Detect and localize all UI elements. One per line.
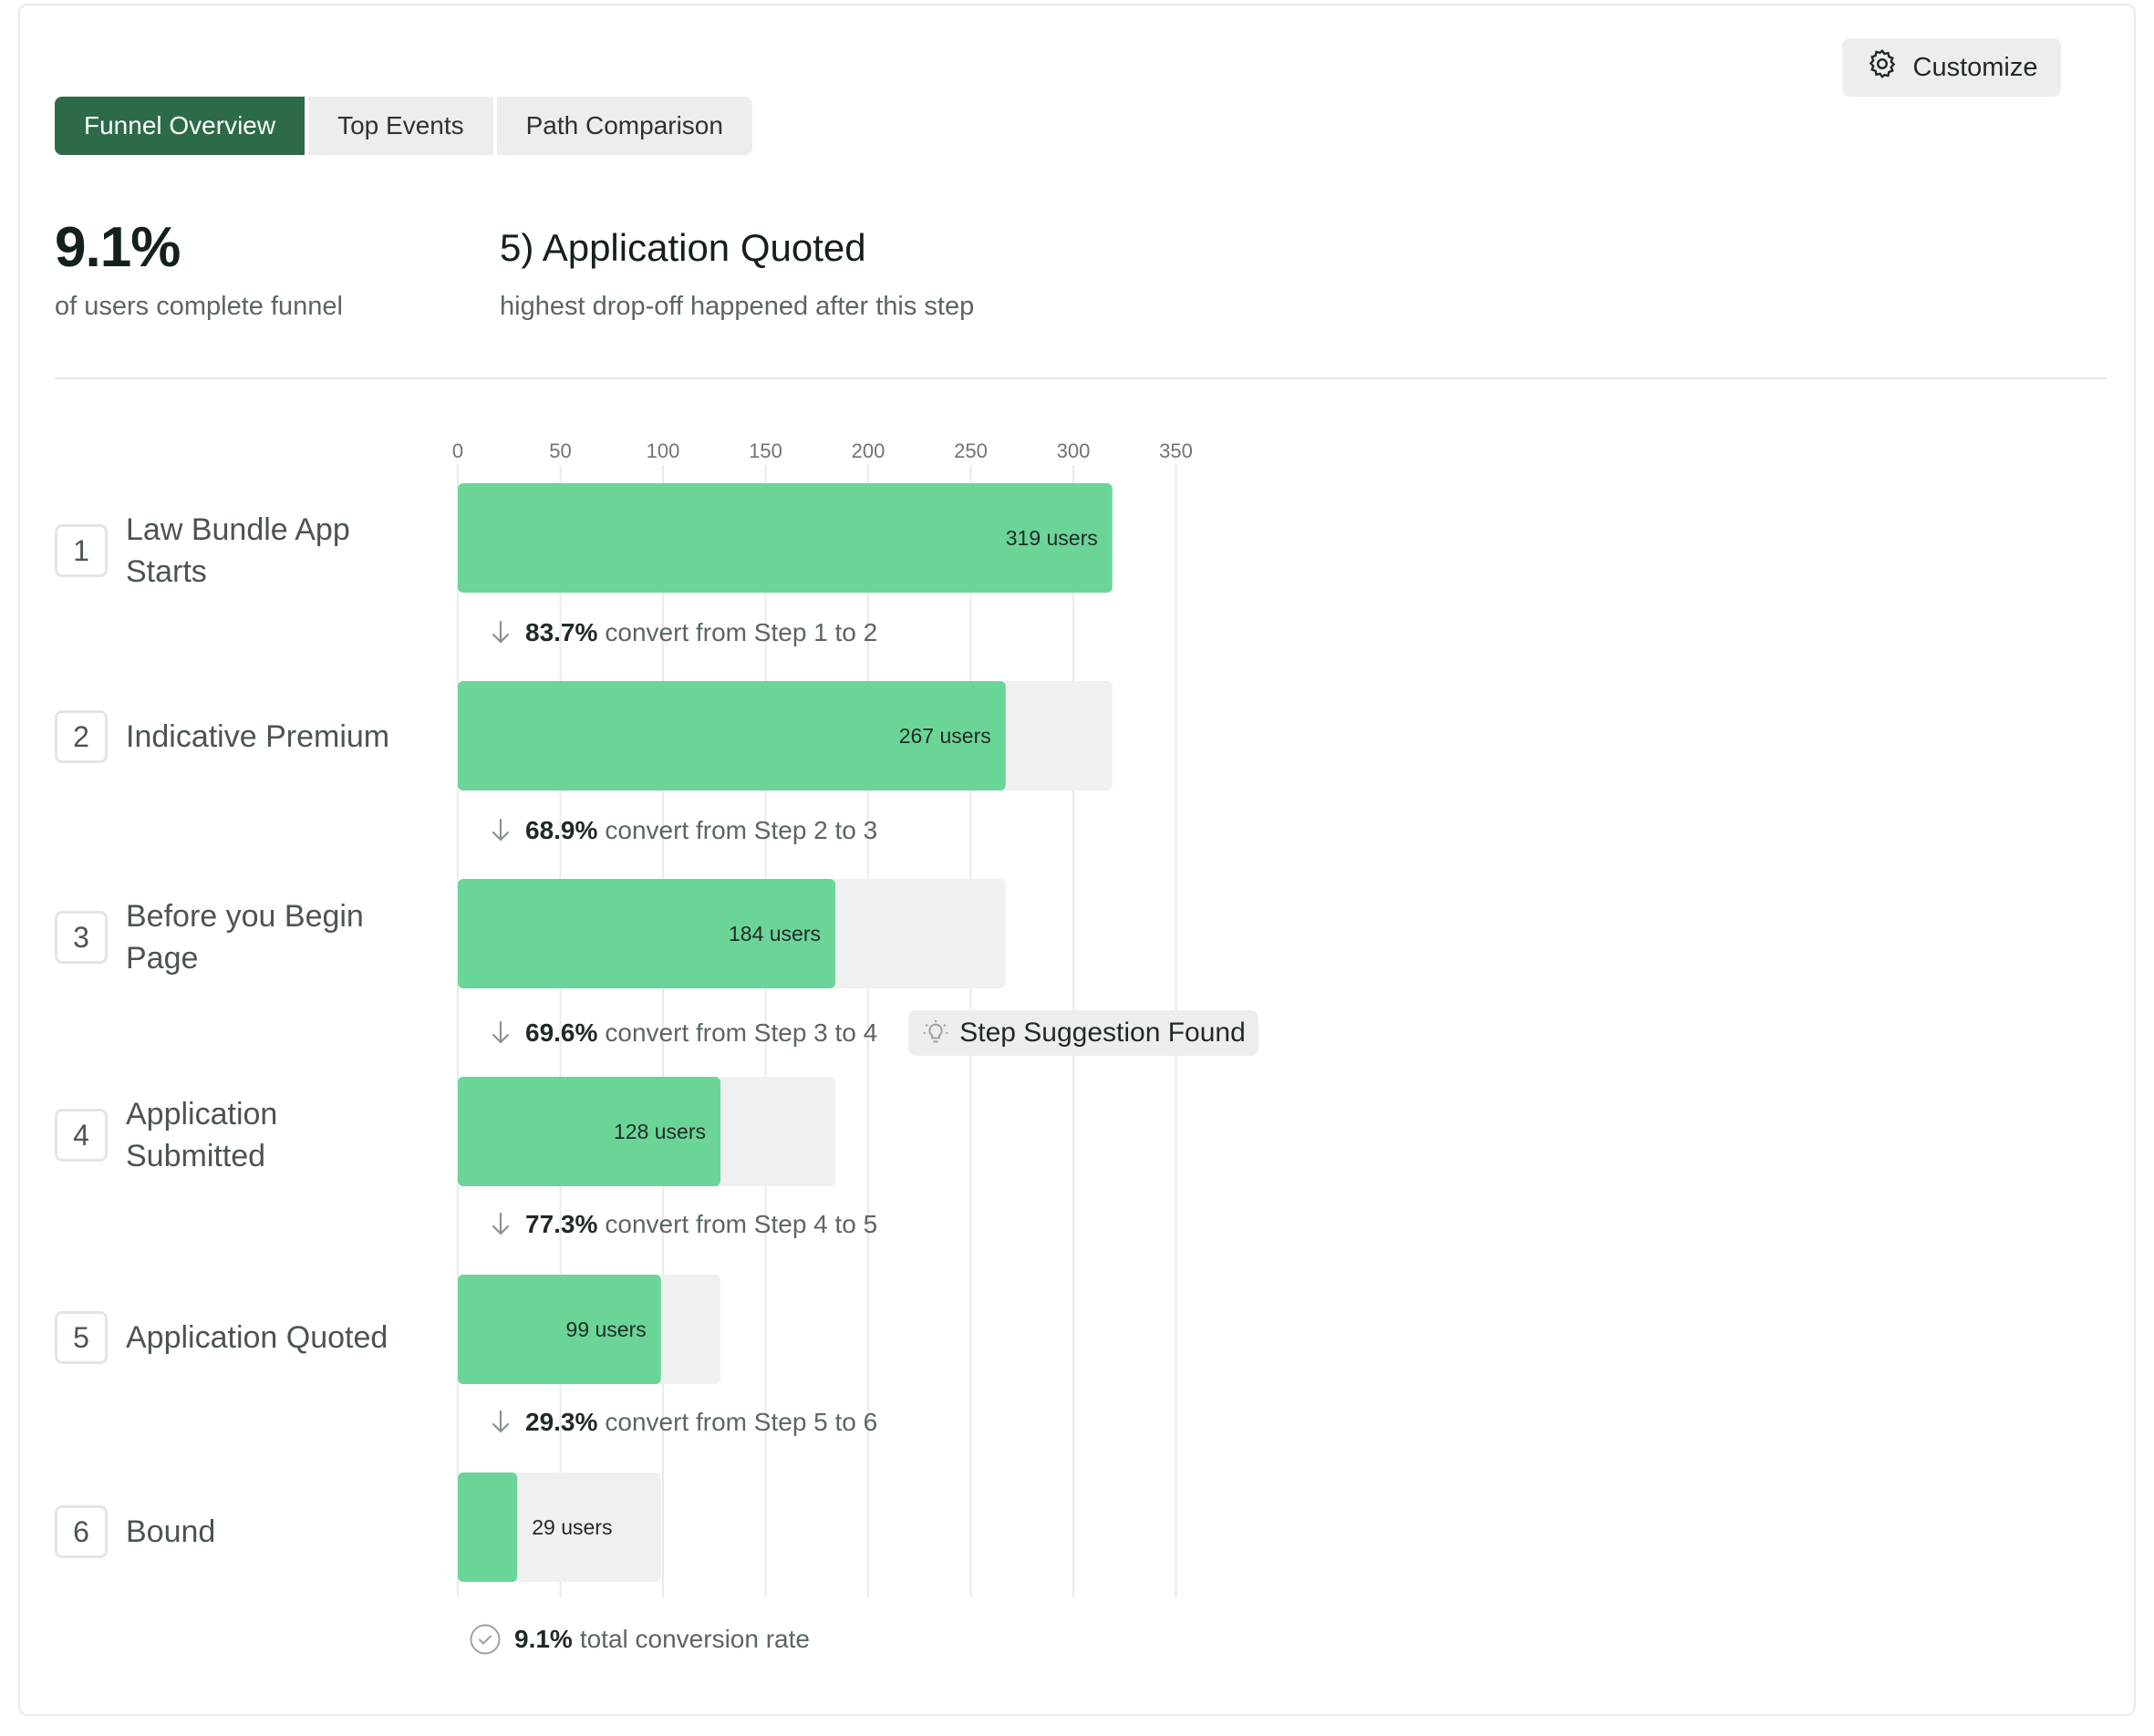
step-label-1: 1 Law Bundle App Starts — [55, 509, 418, 593]
step-label-6: 6 Bound — [55, 1505, 418, 1558]
tab-path-comparison[interactable]: Path Comparison — [496, 97, 752, 155]
check-circle-icon — [470, 1624, 501, 1655]
conversion-row-4-5: 77.3% convert from Step 4 to 5 — [489, 1210, 877, 1239]
step-name: Law Bundle App Starts — [126, 512, 350, 589]
tab-funnel-overview[interactable]: Funnel Overview — [55, 97, 305, 155]
conversion-row-3-4: 69.6% convert from Step 3 to 4 Step Sugg… — [489, 1010, 1258, 1056]
step-name: Application Quoted — [126, 1320, 388, 1355]
x-tick-label: 300 — [1057, 439, 1091, 462]
conversion-row-5-6: 29.3% convert from Step 5 to 6 — [489, 1408, 877, 1437]
step-label-5: 5 Application Quoted — [55, 1311, 418, 1364]
conversion-percent: 83.7% — [525, 618, 598, 646]
conversion-percent: 29.3% — [525, 1408, 598, 1436]
bar — [458, 1275, 661, 1384]
conversion-text: convert from Step 3 to 4 — [605, 1018, 878, 1047]
step-number-badge: 6 — [55, 1505, 108, 1558]
conversion-row-1-2: 83.7% convert from Step 1 to 2 — [489, 618, 877, 647]
conversion-percent: 77.3% — [525, 1210, 598, 1238]
step-number-badge: 4 — [55, 1109, 108, 1162]
step-name: Before you Begin Page — [126, 899, 364, 976]
dropoff-step-title: 5) Application Quoted — [500, 226, 866, 269]
conversion-text: convert from Step 5 to 6 — [605, 1408, 878, 1436]
gear-icon — [1866, 47, 1899, 88]
step-suggestion-button[interactable]: Step Suggestion Found — [908, 1010, 1258, 1056]
bar-value-label: 99 users — [566, 1318, 647, 1341]
lightbulb-icon — [923, 1020, 948, 1043]
step-name: Indicative Premium — [126, 719, 390, 754]
total-conversion-percent: 9.1% — [514, 1625, 573, 1653]
bar-value-label: 128 users — [614, 1120, 706, 1143]
funnel-card — [18, 4, 2136, 1716]
conversion-percent: 69.6% — [525, 1018, 598, 1047]
bar — [458, 1472, 518, 1582]
x-tick-label: 350 — [1159, 439, 1193, 462]
conversion-text: convert from Step 1 to 2 — [605, 618, 878, 646]
bar — [458, 1077, 720, 1186]
arrow-down-icon — [492, 1410, 510, 1433]
arrow-down-icon — [492, 620, 510, 644]
arrow-down-icon — [492, 1020, 510, 1044]
bar — [458, 879, 835, 988]
x-tick-label: 150 — [749, 439, 782, 462]
step-name: Application Submitted — [126, 1097, 278, 1173]
step-label-2: 2 Indicative Premium — [55, 710, 418, 763]
arrow-down-icon — [492, 1212, 510, 1235]
total-conversion: 9.1% total conversion rate — [469, 1623, 810, 1656]
customize-label: Customize — [1912, 52, 2038, 82]
conversion-row-2-3: 68.9% convert from Step 2 to 3 — [489, 816, 877, 845]
arrow-down-icon — [492, 818, 510, 842]
completion-rate-caption: of users complete funnel — [55, 292, 343, 321]
x-tick-label: 250 — [954, 439, 988, 462]
conversion-percent: 68.9% — [525, 816, 598, 844]
conversion-text: convert from Step 2 to 3 — [605, 816, 878, 844]
bar — [458, 483, 1113, 593]
bar-value-label: 184 users — [729, 922, 821, 946]
bar-value-label: 29 users — [532, 1515, 612, 1539]
x-tick-label: 100 — [647, 439, 680, 462]
x-tick-label: 50 — [549, 439, 571, 462]
bar-value-label: 319 users — [1006, 526, 1098, 550]
step-suggestion-label: Step Suggestion Found — [959, 1018, 1246, 1048]
step-number-badge: 2 — [55, 710, 108, 763]
step-number-badge: 1 — [55, 524, 108, 577]
step-label-3: 3 Before you Begin Page — [55, 895, 418, 979]
divider — [55, 377, 2107, 379]
step-number-badge: 5 — [55, 1311, 108, 1364]
dropoff-step-caption: highest drop-off happened after this ste… — [500, 292, 975, 321]
step-label-4: 4 Application Submitted — [55, 1093, 418, 1177]
x-tick-label: 0 — [452, 439, 463, 462]
completion-rate-value: 9.1% — [55, 216, 181, 279]
customize-button[interactable]: Customize — [1842, 38, 2061, 97]
x-tick-label: 200 — [852, 439, 885, 462]
step-number-badge: 3 — [55, 911, 108, 964]
total-conversion-text: total conversion rate — [579, 1625, 810, 1653]
tab-bar: Funnel Overview Top Events Path Comparis… — [55, 97, 752, 155]
tab-top-events[interactable]: Top Events — [308, 97, 493, 155]
bar — [458, 681, 1006, 790]
step-name: Bound — [126, 1514, 216, 1549]
conversion-text: convert from Step 4 to 5 — [605, 1210, 878, 1238]
bar-value-label: 267 users — [899, 724, 991, 748]
